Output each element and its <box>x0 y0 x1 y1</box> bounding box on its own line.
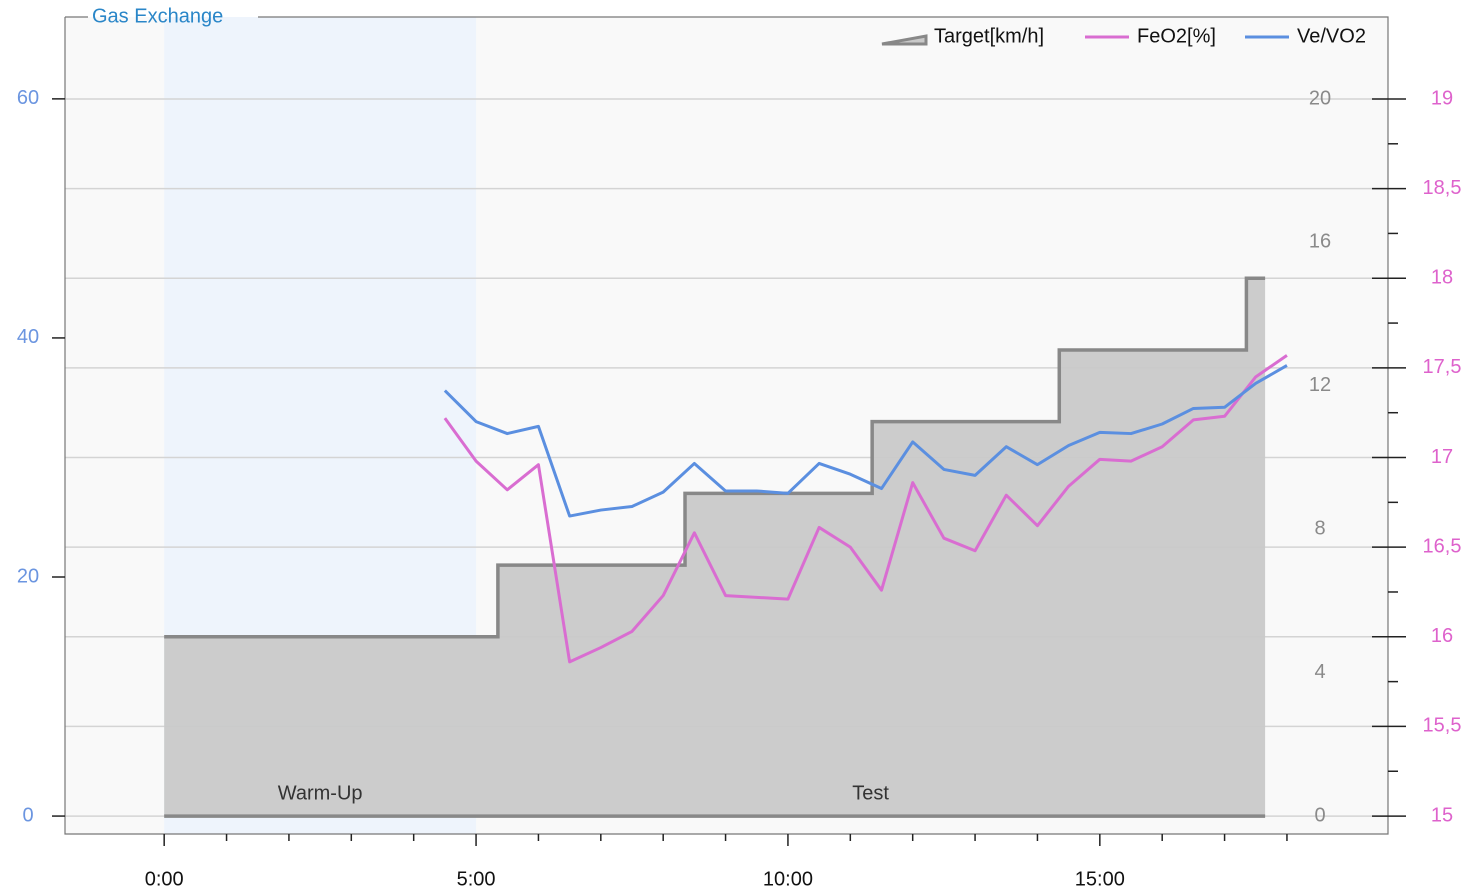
y3-tick-label: 15 <box>1431 804 1453 826</box>
y3-tick-label: 16,5 <box>1423 535 1462 557</box>
y-tick-label: 20 <box>17 565 39 587</box>
y-tick-label: 60 <box>17 87 39 109</box>
x-tick-label: 5:00 <box>457 868 496 890</box>
plot-layer <box>164 276 1288 818</box>
x-tick-label: 10:00 <box>763 868 813 890</box>
y-tick-label: 40 <box>17 326 39 348</box>
y3-tick-label: 17,5 <box>1423 356 1462 378</box>
phase-label: Warm-Up <box>278 782 363 804</box>
legend-label: Target[km/h] <box>934 25 1044 47</box>
y3-tick-label: 19 <box>1431 87 1453 109</box>
y2-tick-label: 0 <box>1314 804 1325 826</box>
series-line <box>443 354 1288 664</box>
y2-tick-label: 8 <box>1314 518 1325 540</box>
y3-tick-label: 16 <box>1431 625 1453 647</box>
plot-frame <box>64 16 1389 835</box>
y2-tick-label: 12 <box>1309 374 1331 396</box>
x-tick-label: 0:00 <box>145 868 184 890</box>
y2-tick-label: 16 <box>1309 231 1331 253</box>
y2-tick-label: 20 <box>1309 87 1331 109</box>
y3-tick-label: 17 <box>1431 446 1453 468</box>
y3-tick-label: 15,5 <box>1423 715 1462 737</box>
phase-label: Test <box>852 782 889 804</box>
y-tick-label: 0 <box>22 804 33 826</box>
y3-tick-label: 18,5 <box>1423 177 1462 199</box>
legend-label: Ve/VO2 <box>1297 25 1366 47</box>
y2-tick-label: 4 <box>1314 661 1325 683</box>
x-tick-label: 15:00 <box>1075 868 1125 890</box>
series-line <box>443 364 1288 518</box>
chart-title: Gas Exchange <box>92 5 223 27</box>
y3-tick-label: 18 <box>1431 267 1453 289</box>
legend-swatch <box>881 34 928 46</box>
target-area <box>164 278 1266 817</box>
legend-label: FeO2[%] <box>1137 25 1216 47</box>
target-line <box>164 276 1266 639</box>
